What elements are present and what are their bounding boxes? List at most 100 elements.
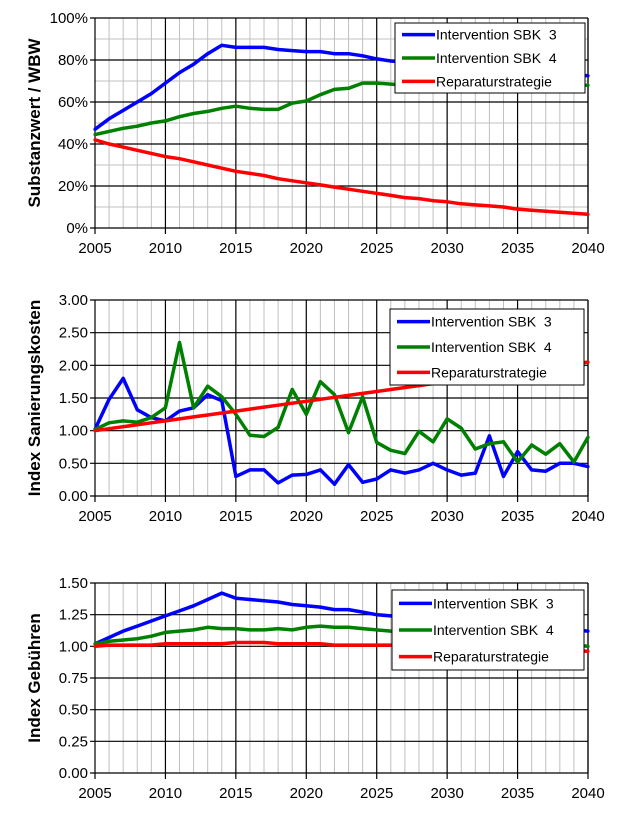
data-point: [445, 417, 449, 421]
data-point: [417, 197, 421, 201]
data-point: [206, 597, 210, 602]
legend-label: Intervention SBK 3: [433, 595, 554, 611]
data-point: [135, 408, 139, 412]
data-point: [332, 87, 337, 91]
data-point: [304, 412, 308, 416]
data-point: [149, 151, 153, 156]
legend-label: Intervention SBK 4: [433, 622, 554, 638]
data-point: [248, 106, 252, 110]
data-point: [220, 106, 224, 110]
data-point: [375, 628, 379, 632]
data-point: [318, 397, 322, 401]
data-point: [346, 625, 351, 629]
x-tick-label: 2010: [149, 785, 182, 802]
data-point: [135, 637, 139, 641]
data-point: [248, 407, 252, 411]
data-point: [332, 608, 337, 612]
data-point: [530, 468, 534, 472]
data-point: [192, 62, 196, 66]
y-axis-label: Index Gebühren: [25, 613, 44, 742]
data-point: [262, 468, 266, 472]
data-point: [234, 104, 238, 108]
data-point: [93, 644, 97, 648]
data-point: [361, 81, 365, 85]
x-tick-label: 2015: [219, 240, 252, 257]
data-point: [206, 52, 210, 56]
data-point: [276, 481, 280, 485]
data-point: [389, 468, 393, 472]
data-point: [234, 45, 238, 50]
data-point: [586, 629, 590, 633]
chart-panel-3: 0.00 0.25 0.50 0.75 1.00 1.25 1.50 2005 2010 2015…: [25, 575, 605, 802]
data-point: [586, 465, 590, 469]
data-point: [304, 642, 308, 646]
data-point: [163, 614, 168, 618]
y-tick-label: 0.25: [59, 733, 88, 750]
data-point: [149, 634, 153, 638]
data-point: [163, 81, 168, 85]
data-point: [473, 471, 477, 475]
data-point: [177, 157, 182, 161]
data-point: [276, 47, 280, 52]
x-tick-label: 2025: [360, 508, 393, 525]
data-point: [403, 471, 407, 475]
data-point: [107, 639, 111, 643]
data-point: [93, 138, 97, 142]
data-point: [332, 482, 337, 486]
data-point: [163, 642, 168, 646]
data-point: [586, 649, 590, 654]
x-tick-label: 2040: [571, 240, 604, 257]
data-point: [220, 411, 224, 415]
data-point: [361, 395, 365, 399]
data-point: [487, 434, 491, 438]
data-point: [487, 204, 491, 208]
y-tick-label: 0.50: [59, 455, 88, 472]
data-point: [389, 387, 393, 392]
data-point: [177, 340, 182, 345]
data-point: [586, 435, 590, 439]
data-point: [375, 440, 379, 445]
data-point: [220, 395, 224, 399]
data-point: [206, 413, 210, 417]
data-point: [177, 115, 182, 119]
data-point: [586, 360, 590, 364]
data-point: [318, 624, 322, 628]
y-tick-label: 40%: [58, 136, 88, 153]
data-point: [375, 389, 379, 394]
data-point: [149, 92, 153, 96]
data-point: [375, 613, 379, 617]
data-point: [262, 173, 266, 178]
x-tick-label: 2020: [290, 785, 323, 802]
data-point: [361, 610, 365, 614]
data-point: [220, 43, 224, 47]
data-point: [107, 129, 111, 133]
data-point: [304, 99, 308, 103]
x-tick-label: 2040: [571, 508, 604, 525]
data-point: [346, 393, 351, 397]
data-point: [361, 627, 365, 631]
y-tick-label: 1.50: [59, 575, 88, 592]
data-point: [403, 195, 407, 200]
data-point: [346, 431, 351, 435]
data-point: [304, 625, 308, 629]
series-line-1: [93, 376, 589, 486]
data-point: [107, 117, 111, 121]
data-point: [361, 391, 365, 396]
data-point: [276, 403, 280, 407]
legend-label: Reparaturstrategie: [436, 73, 552, 89]
data-point: [304, 399, 308, 403]
y-tick-label: 60%: [58, 94, 88, 111]
data-point: [332, 643, 337, 647]
data-point: [304, 181, 308, 185]
data-point: [107, 142, 111, 146]
y-tick-label: 1.50: [59, 390, 88, 407]
data-point: [262, 45, 266, 50]
x-tick-label: 2015: [219, 508, 252, 525]
data-point: [290, 628, 294, 632]
data-point: [530, 443, 534, 447]
data-point: [501, 474, 506, 478]
legend: Intervention SBK 3 Intervention SBK 4 Repa…: [394, 22, 586, 94]
data-point: [177, 629, 182, 633]
data-point: [234, 474, 238, 478]
data-point: [149, 643, 153, 647]
